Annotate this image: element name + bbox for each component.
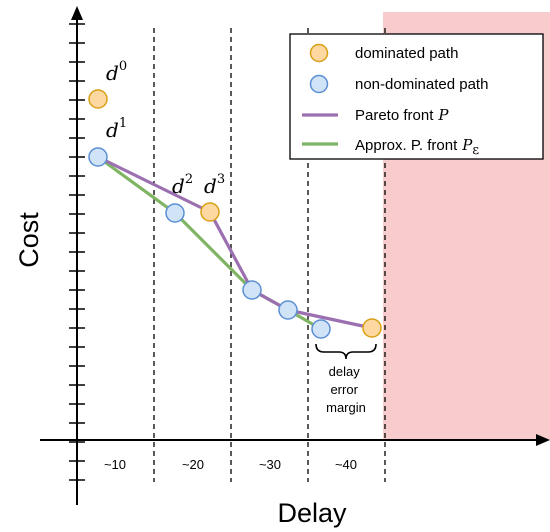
legend-box <box>289 33 544 160</box>
legend-non-dominated-marker <box>309 74 329 94</box>
y-axis-ticks <box>69 23 85 481</box>
legend-dominated-label: dominated path <box>355 45 458 62</box>
label-d1: d1 <box>106 116 127 142</box>
non-dominated-point-d2 <box>165 203 185 223</box>
non-dominated-point <box>242 280 262 300</box>
bin-label: ~30 <box>259 457 281 472</box>
bin-label: ~20 <box>182 457 204 472</box>
label-d2: d2 <box>172 172 193 198</box>
error-margin-label: delay error margin <box>326 364 366 415</box>
x-axis-title: Delay <box>277 498 347 528</box>
y-axis-arrow <box>71 6 83 20</box>
dominated-point-d3 <box>200 202 220 222</box>
legend: dominated path non-dominated path Pareto… <box>289 33 544 160</box>
non-dominated-point <box>278 300 298 320</box>
dominated-point-d0 <box>88 89 108 109</box>
non-dominated-point <box>311 319 331 339</box>
legend-dominated-marker <box>309 43 329 63</box>
x-axis-arrow <box>536 434 550 446</box>
bin-label: ~10 <box>104 457 126 472</box>
legend-pareto-label: Pareto front P <box>355 106 449 124</box>
pareto-front-line <box>97 155 373 330</box>
error-margin-brace <box>315 343 377 360</box>
x-axis <box>40 434 550 446</box>
legend-non-dominated-label: non-dominated path <box>355 76 488 93</box>
y-axis <box>69 6 85 505</box>
bin-label: ~40 <box>335 457 357 472</box>
label-d3: d3 <box>204 172 225 198</box>
legend-approx-label: Approx. P. front Pε <box>355 136 479 158</box>
dominated-point <box>362 318 382 338</box>
y-axis-title: Cost <box>14 212 44 268</box>
non-dominated-point-d1 <box>88 147 108 167</box>
label-d0: d0 <box>106 59 127 85</box>
